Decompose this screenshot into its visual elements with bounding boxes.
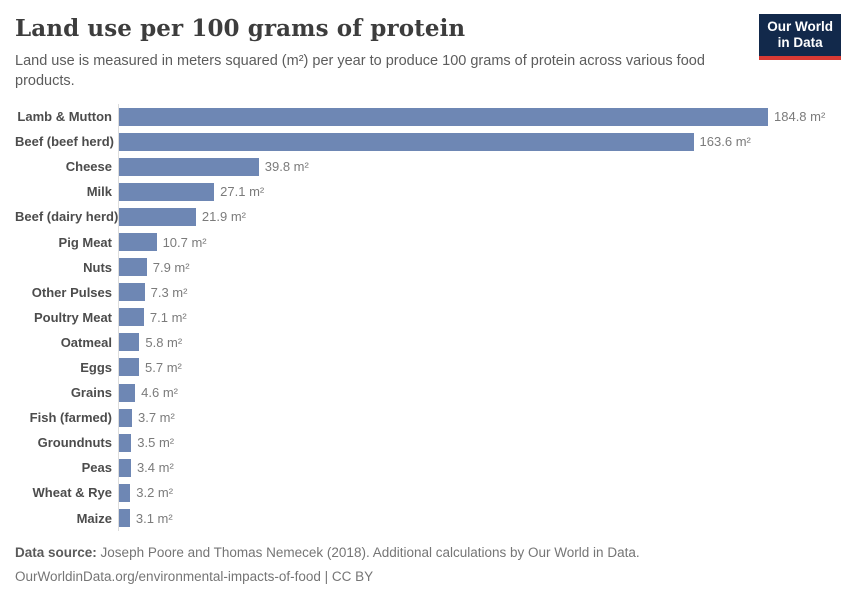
value-label: 3.7 m²	[137, 410, 175, 426]
category-label: Wheat & Rye	[32, 485, 112, 501]
bar-row: Fish (farmed) 3.7 m²	[15, 405, 835, 431]
owid-logo[interactable]: Our World in Data	[759, 14, 841, 60]
value-label: 7.3 m²	[150, 284, 188, 300]
category-label: Groundnuts	[37, 435, 112, 451]
bar-row: Cheese 39.8 m²	[15, 154, 835, 180]
value-label: 3.4 m²	[136, 460, 174, 476]
value-label: 5.8 m²	[145, 334, 183, 350]
owid-logo-line2: in Data	[777, 35, 823, 51]
category-label: Peas	[81, 460, 112, 476]
category-label: Cheese	[65, 159, 112, 175]
bar[interactable]	[119, 107, 768, 126]
bar-track: 3.7 m²	[118, 405, 835, 431]
bar[interactable]	[119, 258, 147, 277]
bar[interactable]	[119, 233, 157, 252]
bar-track: 163.6 m²	[118, 129, 835, 155]
bar[interactable]	[119, 283, 145, 302]
bar-track: 5.7 m²	[118, 354, 835, 381]
bar-row: Peas 3.4 m²	[15, 455, 835, 481]
category-label: Poultry Meat	[33, 309, 112, 325]
category-label: Other Pulses	[31, 284, 112, 300]
bar[interactable]	[119, 483, 131, 502]
owid-logo-line1: Our World	[767, 19, 833, 34]
category-label: Milk	[86, 184, 112, 200]
chart-header: Land use per 100 grams of protein Land u…	[0, 0, 850, 91]
category-label: Fish (farmed)	[29, 410, 112, 426]
category-label: Eggs	[80, 359, 112, 375]
bar-row: Wheat & Rye 3.2 m²	[15, 480, 835, 506]
value-label: 3.5 m²	[137, 435, 175, 451]
value-label: 163.6 m²	[699, 134, 751, 150]
bar-track: 3.2 m²	[118, 480, 835, 506]
bar-chart-rows: Lamb & Mutton 184.8 m² Beef (beef herd) 163…	[15, 104, 835, 531]
bar[interactable]	[119, 308, 144, 327]
bar-row: Eggs 5.7 m²	[15, 354, 835, 381]
citation-line: OurWorldinData.org/environmental-impacts…	[15, 568, 374, 584]
bar-track: 184.8 m²	[118, 104, 835, 130]
category-label: Nuts	[83, 259, 112, 275]
bar-row: Pig Meat 10.7 m²	[15, 229, 835, 255]
bar-row: Oatmeal 5.8 m²	[15, 329, 835, 355]
bar[interactable]	[119, 358, 140, 377]
chart-subtitle: Land use is measured in meters squared (…	[15, 53, 705, 89]
bar-row: Lamb & Mutton 184.8 m²	[15, 104, 835, 130]
category-label: Oatmeal	[60, 334, 112, 350]
bar-track: 10.7 m²	[118, 229, 835, 255]
bar-row: Beef (dairy herd) 21.9 m²	[15, 204, 835, 230]
category-label: Beef (beef herd)	[15, 134, 114, 150]
bar-track: 7.1 m²	[118, 304, 835, 330]
category-label: Grains	[70, 385, 112, 401]
bar[interactable]	[119, 383, 136, 402]
bar[interactable]	[119, 458, 131, 477]
data-source-label: Data source:	[15, 544, 97, 560]
chart-footer: Data source: Joseph Poore and Thomas Nem…	[15, 541, 835, 589]
bar-track: 3.5 m²	[118, 430, 835, 456]
bar-track: 39.8 m²	[118, 154, 835, 180]
bar-row: Nuts 7.9 m²	[15, 254, 835, 280]
bar[interactable]	[119, 157, 259, 176]
value-label: 27.1 m²	[220, 184, 265, 200]
category-label: Beef (dairy herd)	[15, 209, 119, 225]
value-label: 5.7 m²	[145, 359, 182, 375]
bar-track: 4.6 m²	[118, 380, 835, 406]
bar-row: Groundnuts 3.5 m²	[15, 430, 835, 456]
bar[interactable]	[119, 408, 132, 427]
bar-track: 5.8 m²	[118, 329, 835, 355]
value-label: 3.2 m²	[136, 485, 174, 501]
bar-track: 7.3 m²	[118, 279, 835, 305]
bar-chart: Lamb & Mutton 184.8 m² Beef (beef herd) 163…	[15, 104, 835, 531]
bar-row: Maize 3.1 m²	[15, 505, 835, 531]
bar[interactable]	[119, 207, 196, 226]
bar[interactable]	[119, 182, 215, 201]
bar[interactable]	[119, 132, 694, 151]
bar-row: Beef (beef herd) 163.6 m²	[15, 129, 835, 155]
bar[interactable]	[119, 333, 140, 352]
bar[interactable]	[119, 433, 132, 452]
bar-track: 7.9 m²	[118, 254, 835, 280]
bar[interactable]	[119, 509, 130, 528]
bar-track: 3.4 m²	[118, 455, 835, 481]
data-source-text: Joseph Poore and Thomas Nemecek (2018). …	[100, 544, 640, 560]
bar-row: Milk 27.1 m²	[15, 179, 835, 205]
data-source-line: Data source: Joseph Poore and Thomas Nem…	[15, 541, 835, 565]
category-label: Pig Meat	[58, 234, 112, 250]
chart-title: Land use per 100 grams of protein	[15, 15, 466, 42]
value-label: 10.7 m²	[162, 234, 207, 250]
value-label: 184.8 m²	[774, 109, 826, 125]
value-label: 3.1 m²	[135, 510, 173, 526]
category-label: Lamb & Mutton	[17, 109, 112, 125]
value-label: 21.9 m²	[201, 209, 246, 225]
bar-row: Poultry Meat 7.1 m²	[15, 304, 835, 330]
category-label: Maize	[76, 510, 112, 526]
value-label: 7.1 m²	[149, 309, 187, 325]
value-label: 39.8 m²	[264, 159, 309, 175]
value-label: 4.6 m²	[141, 385, 178, 401]
value-label: 7.9 m²	[152, 259, 190, 275]
bar-row: Grains 4.6 m²	[15, 380, 835, 406]
bar-track: 21.9 m²	[118, 204, 835, 230]
bar-row: Other Pulses 7.3 m²	[15, 279, 835, 305]
bar-track: 27.1 m²	[118, 179, 835, 205]
bar-track: 3.1 m²	[118, 505, 835, 531]
